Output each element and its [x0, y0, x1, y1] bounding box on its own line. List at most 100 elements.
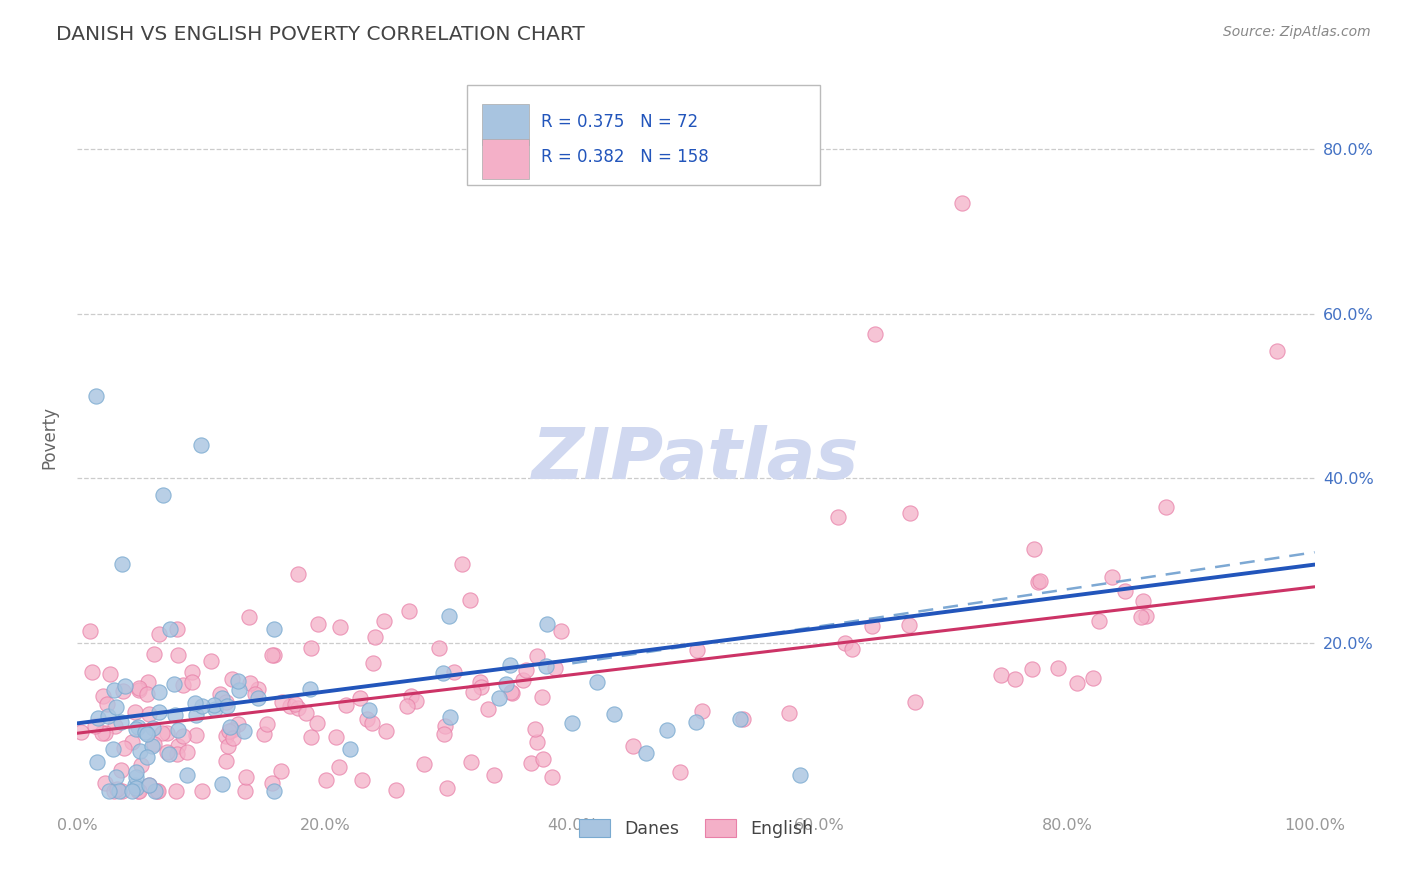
Point [176, 745, 198, 759]
Point [232, 724, 254, 739]
Point [166, 623, 188, 637]
Text: R = 0.375   N = 72: R = 0.375 N = 72 [541, 113, 699, 131]
Point [138, 707, 160, 722]
Point [97, 708, 120, 723]
Point [295, 706, 318, 721]
Point [685, 714, 707, 729]
Point [458, 593, 481, 607]
Point [125, 764, 148, 779]
Point [1081, 671, 1104, 685]
FancyBboxPatch shape [482, 139, 529, 179]
Point [128, 784, 150, 798]
Point [536, 617, 558, 632]
Point [524, 722, 547, 736]
Point [541, 770, 564, 784]
Point [841, 642, 863, 657]
Point [432, 666, 454, 681]
Point [470, 680, 492, 694]
Point [339, 742, 361, 756]
Point [405, 694, 427, 708]
Point [146, 784, 169, 798]
Point [519, 756, 541, 771]
Point [128, 682, 150, 697]
Point [865, 327, 887, 342]
Point [399, 689, 422, 703]
Point [363, 630, 385, 644]
Legend: Danes, English: Danes, English [569, 811, 823, 847]
Point [692, 704, 714, 718]
Point [1154, 500, 1177, 514]
Point [477, 702, 499, 716]
Point [482, 768, 505, 782]
Point [361, 656, 384, 670]
Text: R = 0.382   N = 158: R = 0.382 N = 158 [541, 148, 709, 166]
Point [356, 712, 378, 726]
Point [215, 729, 238, 743]
Point [104, 719, 127, 733]
Point [124, 778, 146, 792]
Point [94, 776, 117, 790]
Point [70, 725, 93, 739]
Point [128, 681, 150, 696]
Point [112, 741, 135, 756]
Point [860, 619, 883, 633]
Point [159, 623, 181, 637]
Point [125, 722, 148, 736]
Point [105, 781, 128, 796]
Point [238, 610, 260, 624]
Point [299, 681, 322, 696]
Point [121, 735, 143, 749]
Point [299, 640, 322, 655]
Point [531, 752, 554, 766]
Point [247, 691, 270, 706]
Point [104, 700, 127, 714]
Point [138, 777, 160, 791]
Point [136, 675, 159, 690]
Point [463, 685, 485, 699]
Point [515, 663, 537, 677]
Point [221, 723, 243, 738]
Point [127, 720, 149, 734]
Point [96, 697, 118, 711]
Point [384, 783, 406, 797]
Point [226, 673, 249, 688]
Point [287, 701, 309, 715]
Point [167, 648, 190, 662]
Point [84, 389, 107, 403]
Text: ZIPatlas: ZIPatlas [533, 425, 859, 494]
Point [148, 685, 170, 699]
Point [501, 685, 523, 699]
Point [335, 698, 357, 713]
Point [218, 723, 240, 738]
Point [1004, 672, 1026, 686]
Point [135, 687, 157, 701]
Point [834, 636, 856, 650]
Point [217, 699, 239, 714]
Point [143, 784, 166, 798]
Point [488, 691, 510, 706]
Point [243, 687, 266, 701]
Point [530, 690, 553, 704]
Point [247, 682, 270, 697]
Point [124, 706, 146, 720]
Point [215, 754, 238, 768]
Point [90, 725, 112, 739]
Point [499, 658, 522, 673]
Point [163, 708, 186, 723]
Point [373, 614, 395, 628]
Point [299, 730, 322, 744]
Point [375, 724, 398, 739]
Point [138, 778, 160, 792]
Point [166, 747, 188, 761]
Point [184, 696, 207, 710]
Point [284, 697, 307, 711]
Point [148, 627, 170, 641]
Point [108, 784, 131, 798]
Text: DANISH VS ENGLISH POVERTY CORRELATION CHART: DANISH VS ENGLISH POVERTY CORRELATION CH… [56, 25, 585, 44]
Point [91, 689, 114, 703]
Point [98, 666, 121, 681]
Point [427, 640, 450, 655]
FancyBboxPatch shape [467, 86, 820, 186]
Point [1114, 584, 1136, 599]
Point [495, 677, 517, 691]
